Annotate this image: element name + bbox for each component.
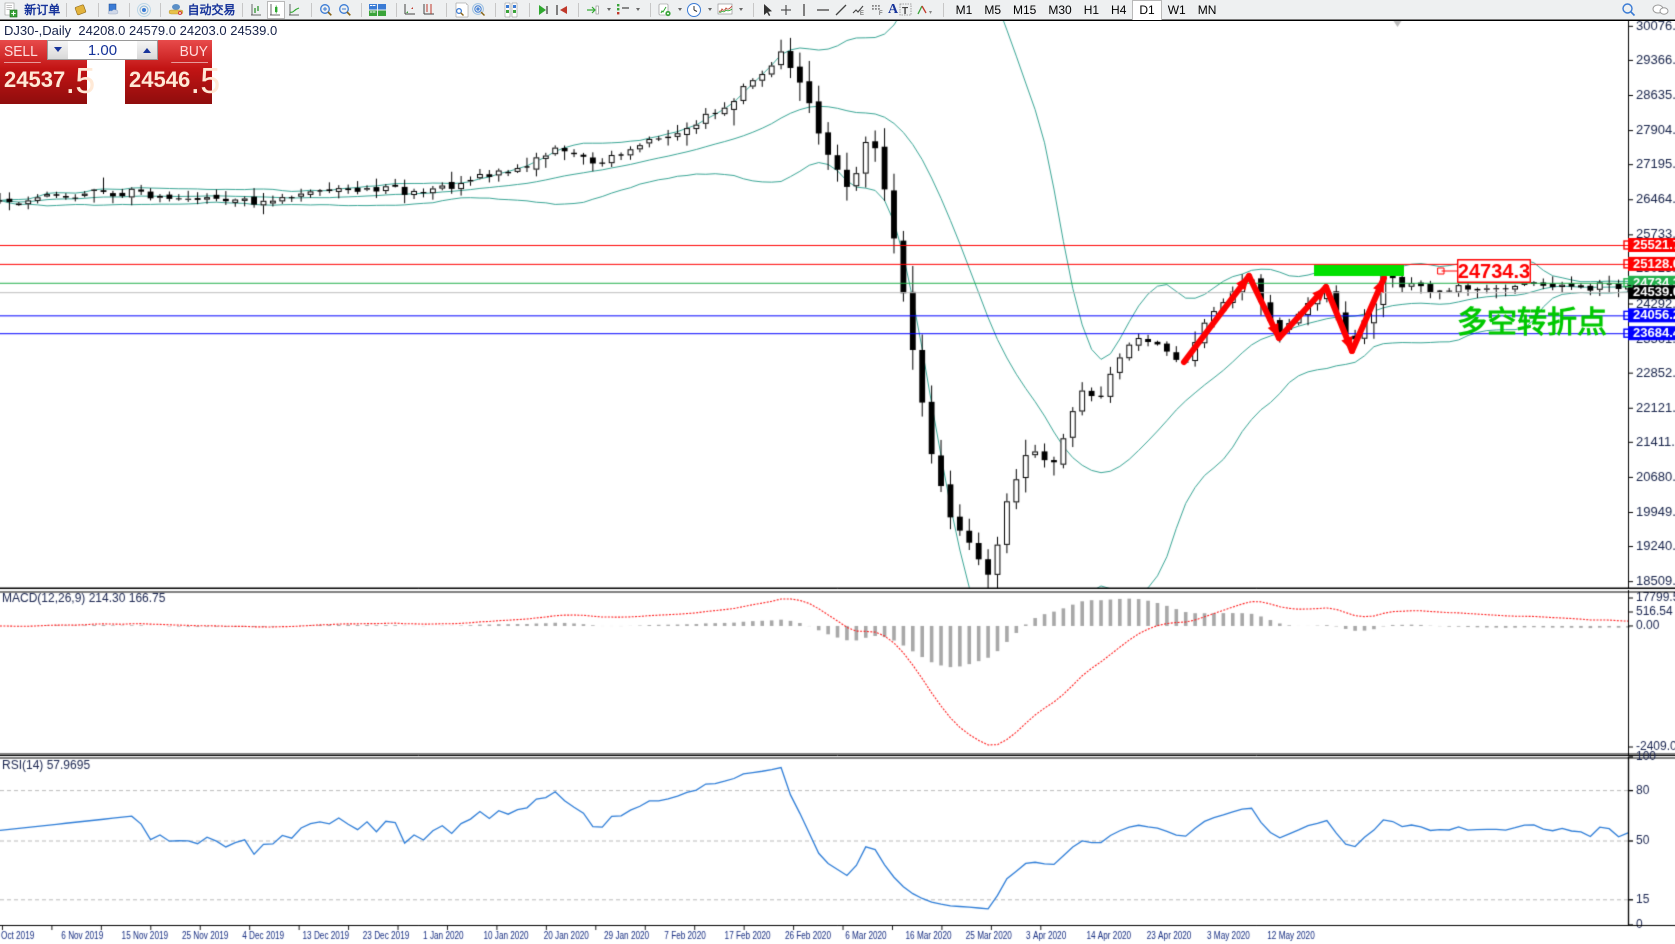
svg-text:T: T [902,6,908,17]
svg-text:E: E [860,11,864,17]
svg-text:F: F [879,11,883,17]
